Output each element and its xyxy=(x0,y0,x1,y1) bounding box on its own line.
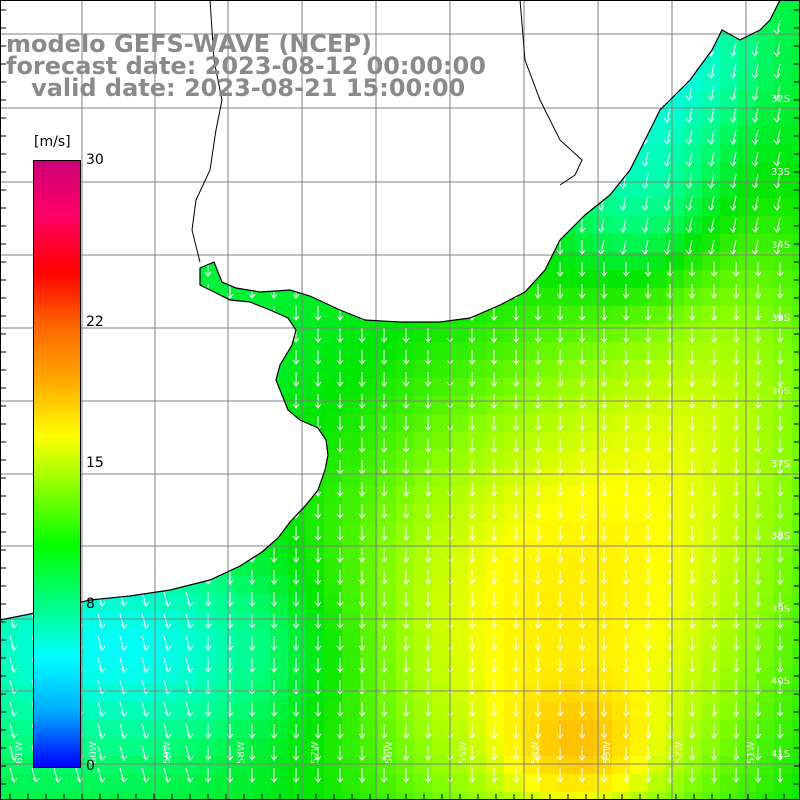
colorbar-tick-label: 15 xyxy=(86,455,104,471)
latitude-label: 38S xyxy=(771,531,791,542)
latitude-label: 41S xyxy=(771,749,791,760)
border-line-north xyxy=(519,0,583,186)
border-line-west xyxy=(191,0,223,263)
model-title: modelo GEFS-WAVE (NCEP) xyxy=(6,30,372,58)
longitude-label: 57W xyxy=(310,741,321,764)
longitude-label: 61W xyxy=(14,741,25,764)
colorbar-tick-label: 30 xyxy=(86,152,104,168)
valid-date: valid date: 2023-08-21 15:00:00 xyxy=(6,74,466,102)
colorbar-tick-label: 0 xyxy=(86,758,95,774)
latitude-label: 37S xyxy=(771,459,791,470)
latitude-label: 35S xyxy=(771,313,791,324)
longitude-label: 53W xyxy=(602,741,613,764)
forecast-date: forecast date: 2023-08-12 00:00:00 xyxy=(6,52,486,80)
colorbar-tick-label: 22 xyxy=(86,313,104,330)
latitude-label: 32S xyxy=(771,94,791,105)
longitude-label: 54W xyxy=(530,741,541,764)
latitude-label: 40S xyxy=(771,676,791,687)
longitude-label: 55W xyxy=(458,741,469,764)
longitude-label: 51W xyxy=(746,741,757,764)
latitude-label: 39S xyxy=(771,604,791,615)
latitude-label: 34S xyxy=(771,240,791,251)
longitude-label: 52W xyxy=(674,741,685,764)
longitude-label: 59W xyxy=(162,741,173,764)
latitude-label: 36S xyxy=(771,386,791,397)
colorbar-unit: [m/s] xyxy=(34,134,71,150)
longitude-label: 58W xyxy=(236,741,247,764)
latitude-label: 33S xyxy=(771,167,791,178)
colorbar-tick-label: 8 xyxy=(86,596,95,613)
coastline xyxy=(0,0,781,621)
colorbar xyxy=(33,160,81,768)
longitude-label: 56W xyxy=(384,741,395,764)
